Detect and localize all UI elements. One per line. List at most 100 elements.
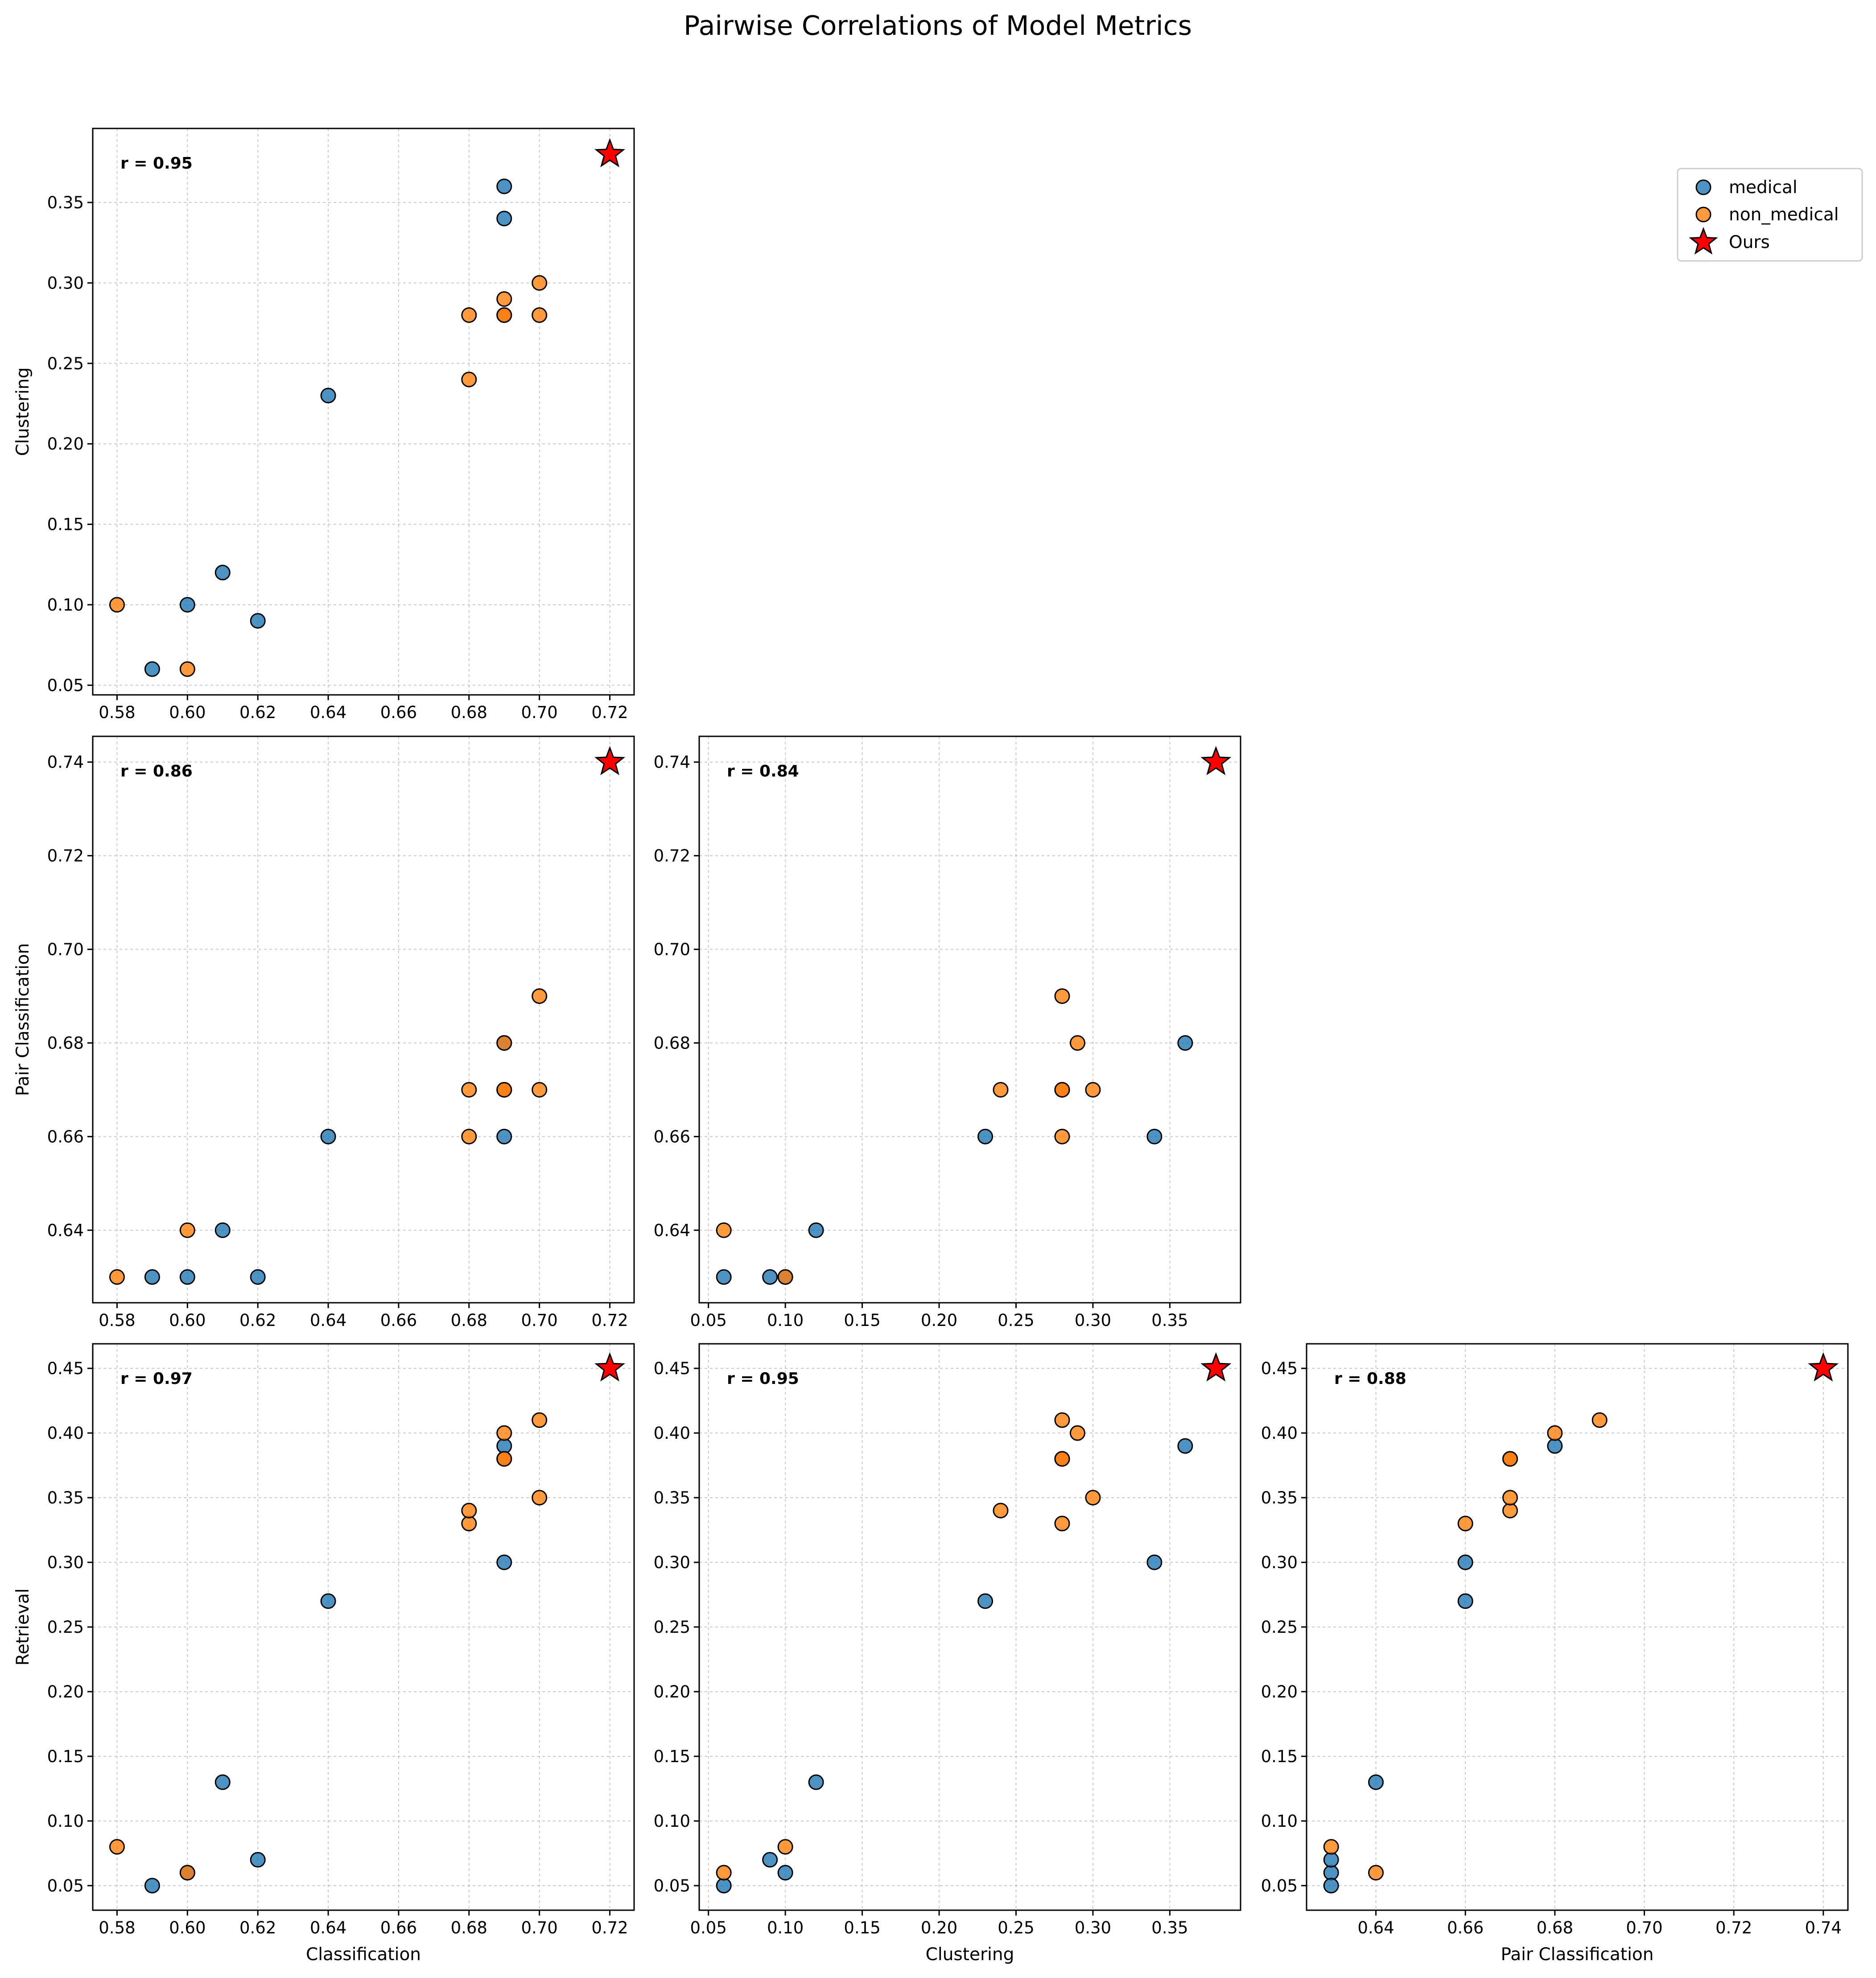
correlation-label: r = 0.95 bbox=[727, 1370, 799, 1388]
x-tick-label: 0.66 bbox=[380, 1311, 417, 1330]
point-non-medical bbox=[1592, 1412, 1608, 1428]
x-tick-label: 0.35 bbox=[1151, 1311, 1188, 1330]
x-tick-label: 0.64 bbox=[310, 1918, 346, 1937]
correlation-label: r = 0.95 bbox=[120, 154, 193, 173]
point-non-medical bbox=[532, 275, 548, 291]
x-tick-label: 0.72 bbox=[1715, 1918, 1752, 1937]
point-medical bbox=[496, 211, 512, 227]
point-medical bbox=[320, 1593, 336, 1609]
x-tick-label: 0.25 bbox=[998, 1918, 1034, 1937]
x-tick-label: 0.62 bbox=[239, 1918, 276, 1937]
point-non-medical bbox=[496, 291, 512, 307]
point-medical bbox=[214, 1222, 231, 1238]
y-tick-label: 0.30 bbox=[47, 273, 84, 293]
y-tick-label: 0.35 bbox=[1261, 1488, 1298, 1507]
x-tick-label: 0.58 bbox=[99, 1918, 135, 1937]
y-tick-label: 0.66 bbox=[47, 1127, 84, 1146]
point-non-medical bbox=[109, 597, 125, 613]
point-non-medical bbox=[461, 1503, 477, 1519]
point-non-medical bbox=[1368, 1865, 1384, 1881]
x-tick-label: 0.58 bbox=[99, 1311, 135, 1330]
x-tick-label: 0.15 bbox=[844, 1918, 880, 1937]
point-medical bbox=[496, 178, 512, 194]
x-tick-label: 0.66 bbox=[380, 1918, 417, 1937]
point-non-medical bbox=[1054, 1082, 1070, 1098]
y-tick-label: 0.70 bbox=[654, 940, 690, 959]
x-tick-label: 0.68 bbox=[451, 1311, 487, 1330]
correlation-label: r = 0.88 bbox=[1334, 1370, 1406, 1388]
panel-1: 0.58 0.60 0.62 0.64 0.66 0.68 0.70 0.72 0.05 0.10… bbox=[47, 128, 635, 722]
point-medical bbox=[496, 1438, 512, 1454]
points bbox=[716, 746, 1232, 1285]
y-tick-label: 0.20 bbox=[47, 1682, 84, 1701]
x-axis-label: Clustering bbox=[926, 1945, 1014, 1965]
point-medical bbox=[808, 1222, 824, 1238]
legend-star-marker bbox=[1689, 227, 1718, 255]
point-non-medical bbox=[1502, 1503, 1518, 1519]
x-tick-label: 0.60 bbox=[169, 703, 206, 722]
point-non-medical bbox=[1069, 1425, 1085, 1441]
point-medical bbox=[977, 1593, 993, 1609]
correlation-label: r = 0.97 bbox=[120, 1370, 193, 1388]
point-non-medical bbox=[1547, 1425, 1563, 1441]
point-non-medical bbox=[496, 1425, 512, 1441]
x-tick-label: 0.72 bbox=[591, 703, 628, 722]
x-tick-label: 0.35 bbox=[1151, 1918, 1188, 1937]
point-non-medical bbox=[461, 1128, 477, 1144]
x-tick-label: 0.25 bbox=[998, 1311, 1034, 1330]
point-non-medical bbox=[532, 307, 548, 323]
axes-frame bbox=[698, 735, 1241, 1304]
point-non-medical bbox=[1054, 1412, 1070, 1428]
y-tick-label: 0.35 bbox=[47, 1488, 84, 1507]
point-medical bbox=[250, 1852, 266, 1868]
point-medical bbox=[1323, 1852, 1339, 1868]
y-tick-label: 0.25 bbox=[1261, 1618, 1298, 1637]
x-tick-label: 0.70 bbox=[521, 1918, 557, 1937]
x-tick-label: 0.66 bbox=[380, 703, 417, 722]
x-tick-label: 0.72 bbox=[591, 1311, 628, 1330]
x-tick-label: 0.10 bbox=[767, 1311, 804, 1330]
y-tick-label: 0.10 bbox=[1261, 1812, 1298, 1831]
point-medical bbox=[496, 1128, 512, 1144]
points bbox=[716, 1352, 1232, 1894]
point-medical bbox=[1146, 1128, 1163, 1144]
legend-label: medical bbox=[1729, 178, 1798, 198]
point-medical bbox=[762, 1852, 778, 1868]
axes-frame bbox=[92, 735, 635, 1304]
x-tick-label: 0.10 bbox=[767, 1918, 804, 1937]
point-medical bbox=[1146, 1554, 1163, 1570]
point-medical bbox=[214, 1774, 231, 1790]
x-tick-label: 0.30 bbox=[1075, 1311, 1111, 1330]
point-non-medical bbox=[532, 988, 548, 1004]
point-non-medical bbox=[1054, 1451, 1070, 1467]
legend-label: non_medical bbox=[1729, 205, 1839, 225]
points bbox=[109, 1352, 626, 1894]
y-tick-label: 0.05 bbox=[47, 676, 84, 695]
y-tick-label: 0.15 bbox=[654, 1747, 690, 1766]
x-tick-label: 0.20 bbox=[921, 1918, 957, 1937]
point-non-medical bbox=[716, 1222, 732, 1238]
point-non-medical bbox=[777, 1269, 793, 1285]
x-tick-label: 0.05 bbox=[690, 1311, 726, 1330]
point-non-medical bbox=[461, 1082, 477, 1098]
y-tick-label: 0.68 bbox=[654, 1033, 690, 1053]
x-tick-label: 0.62 bbox=[239, 1311, 276, 1330]
point-non-medical bbox=[496, 1035, 512, 1051]
point-medical bbox=[762, 1269, 778, 1285]
grid bbox=[699, 1344, 1241, 1910]
y-tick-label: 0.45 bbox=[1261, 1359, 1298, 1378]
y-tick-label: 0.74 bbox=[654, 753, 690, 772]
point-ours-star bbox=[1200, 746, 1232, 776]
y-tick-label: 0.30 bbox=[1261, 1553, 1298, 1572]
y-tick-label: 0.20 bbox=[1261, 1682, 1298, 1701]
y-tick-label: 0.15 bbox=[47, 1747, 84, 1766]
point-non-medical bbox=[532, 1490, 548, 1506]
panel-5: 0.05 0.10 0.15 0.20 0.25 0.30 0.35 0.05 0.10 0.15… bbox=[654, 1343, 1241, 1937]
legend-box bbox=[1677, 168, 1863, 262]
points bbox=[109, 138, 626, 677]
point-non-medical bbox=[716, 1865, 732, 1881]
legend: medical non_medical Ours bbox=[1677, 168, 1863, 262]
y-tick-label: 0.45 bbox=[654, 1359, 690, 1378]
y-tick-label: 0.10 bbox=[47, 595, 84, 615]
points bbox=[1323, 1352, 1839, 1894]
